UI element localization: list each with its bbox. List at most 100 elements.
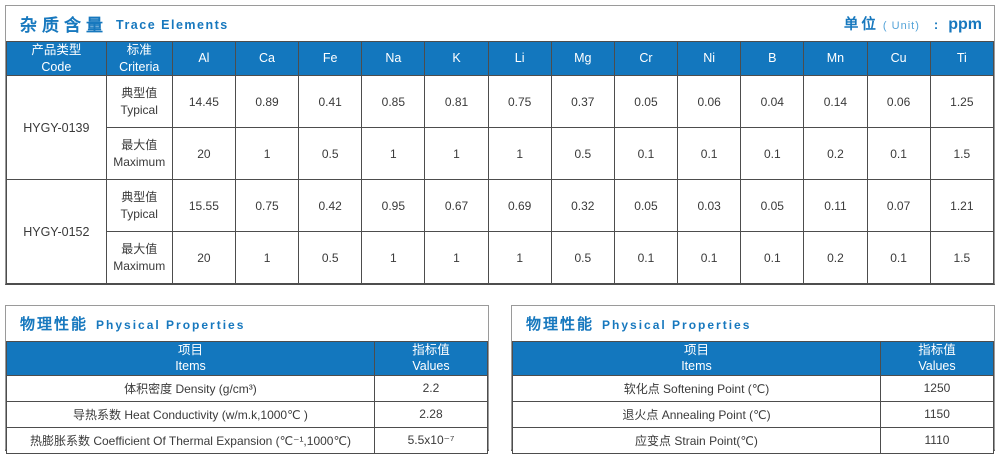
col-header-element: K — [424, 41, 489, 76]
col-header-element: B — [740, 41, 805, 76]
col-header-code-zh: 产品类型 — [31, 43, 82, 58]
value-cell: 1.5 — [929, 127, 995, 180]
value-cell: 0.5 — [298, 231, 363, 284]
col-header-values-zh: 指标值 — [918, 343, 956, 357]
col-header-criteria: 标准 Criteria — [105, 41, 173, 76]
trace-elements-panel: 杂质含量 Trace Elements 单位 ( Unit) : ppm 产品类… — [5, 5, 995, 285]
col-header-element: Fe — [298, 41, 363, 76]
value-cell: 0.05 — [740, 179, 805, 232]
trace-elements-titlebar: 杂质含量 Trace Elements 单位 ( Unit) : ppm — [6, 6, 994, 41]
physical-right-table: 项目 Items 指标值 Values 软化点 Softening Point … — [512, 341, 995, 454]
criteria-max-zh: 最大值 — [121, 241, 158, 256]
col-header-values-zh: 指标值 — [412, 343, 450, 357]
value-cell: 0.81 — [424, 75, 489, 128]
physical-left-title-en: Physical Properties — [96, 317, 246, 332]
physical-right-titlebar: 物理性能 Physical Properties — [512, 306, 994, 341]
property-value: 5.5x10⁻⁷ — [373, 426, 489, 454]
props-header-row: 项目 Items 指标值 Values — [6, 341, 489, 376]
trace-header-row: 产品类型 Code 标准 Criteria Al Ca Fe Na K Li M… — [6, 41, 995, 76]
value-cell: 0.2 — [803, 231, 868, 284]
physical-left-title-zh: 物理性能 — [20, 316, 89, 333]
table-row: 退火点 Annealing Point (℃) 1150 — [512, 400, 995, 428]
col-header-items-zh: 项目 — [683, 343, 709, 357]
col-header-criteria-en: Criteria — [119, 59, 160, 74]
value-cell: 0.41 — [298, 75, 363, 128]
value-cell: 0.07 — [866, 179, 931, 232]
value-cell: 1 — [361, 231, 426, 284]
value-cell: 14.45 — [171, 75, 236, 128]
value-cell: 0.67 — [424, 179, 489, 232]
property-value: 1250 — [879, 374, 995, 402]
value-cell: 0.1 — [866, 231, 931, 284]
col-header-values-en: Values — [412, 359, 450, 374]
value-cell: 0.42 — [298, 179, 363, 232]
value-cell: 0.04 — [740, 75, 805, 128]
value-cell: 0.05 — [613, 179, 679, 232]
value-cell: 0.69 — [487, 179, 552, 232]
value-cell: 0.2 — [803, 127, 868, 180]
criteria-max-en: Maximum — [113, 154, 166, 169]
trace-title-en: Trace Elements — [116, 18, 229, 32]
value-cell: 0.14 — [803, 75, 868, 128]
value-cell: 0.85 — [361, 75, 426, 128]
value-cell: 1 — [487, 127, 552, 180]
physical-left-table: 项目 Items 指标值 Values 体积密度 Density (g/cm³)… — [6, 341, 489, 454]
value-cell: 0.75 — [487, 75, 552, 128]
table-row: 热膨胀系数 Coefficient Of Thermal Expansion (… — [6, 426, 489, 454]
value-cell: 0.1 — [613, 127, 679, 180]
col-header-values-en: Values — [918, 359, 956, 374]
physical-right-title-zh: 物理性能 — [526, 316, 595, 333]
physical-properties-panel-left: 物理性能 Physical Properties 项目 Items 指标值 Va… — [5, 305, 489, 454]
table-row: 最大值 Maximum 20 1 0.5 1 1 1 0.5 0.1 0.1 0… — [7, 127, 995, 180]
col-header-element: Mn — [803, 41, 868, 76]
value-cell: 0.06 — [866, 75, 931, 128]
value-cell: 1 — [234, 127, 300, 180]
table-row: 导热系数 Heat Conductivity (w/m.k,1000℃ ) 2.… — [6, 400, 489, 428]
value-cell: 1 — [361, 127, 426, 180]
value-cell: 0.1 — [866, 127, 931, 180]
value-cell: 1 — [424, 231, 489, 284]
col-header-element: Al — [171, 41, 236, 76]
unit-label-en: ( Unit) — [882, 20, 920, 32]
col-header-element: Cr — [613, 41, 679, 76]
product-code: HYGY-0152 — [6, 179, 107, 284]
value-cell: 15.55 — [171, 179, 236, 232]
criteria-max-zh: 最大值 — [121, 137, 158, 152]
value-cell: 1 — [234, 231, 300, 284]
value-cell: 0.32 — [550, 179, 615, 232]
table-row: 应变点 Strain Point(℃) 1110 — [512, 426, 995, 454]
props-header-row: 项目 Items 指标值 Values — [512, 341, 995, 376]
table-row: 软化点 Softening Point (℃) 1250 — [512, 374, 995, 402]
property-item: 软化点 Softening Point (℃) — [512, 374, 881, 402]
trace-elements-table: 产品类型 Code 标准 Criteria Al Ca Fe Na K Li M… — [6, 41, 995, 284]
criteria-typical-zh: 典型值 — [121, 85, 158, 100]
physical-properties-panel-right: 物理性能 Physical Properties 项目 Items 指标值 Va… — [511, 305, 995, 454]
property-item: 热膨胀系数 Coefficient Of Thermal Expansion (… — [6, 426, 375, 454]
value-cell: 0.05 — [613, 75, 679, 128]
value-cell: 0.1 — [677, 231, 742, 284]
criteria-label-typical: 典型值 Typical — [105, 179, 173, 232]
value-cell: 0.03 — [677, 179, 742, 232]
value-cell: 0.06 — [677, 75, 742, 128]
col-header-element: Mg — [550, 41, 615, 76]
product-code: HYGY-0139 — [6, 75, 107, 180]
col-header-element: Ca — [234, 41, 300, 76]
value-cell: 20 — [171, 127, 236, 180]
col-header-element: Li — [487, 41, 552, 76]
criteria-label-maximum: 最大值 Maximum — [105, 231, 173, 284]
value-cell: 0.1 — [740, 127, 805, 180]
value-cell: 1 — [424, 127, 489, 180]
property-item: 体积密度 Density (g/cm³) — [6, 374, 375, 402]
value-cell: 0.1 — [677, 127, 742, 180]
value-cell: 0.1 — [740, 231, 805, 284]
physical-right-title-en: Physical Properties — [602, 317, 752, 332]
col-header-values: 指标值 Values — [879, 341, 995, 376]
criteria-label-typical: 典型值 Typical — [105, 75, 173, 128]
table-row: 最大值 Maximum 20 1 0.5 1 1 1 0.5 0.1 0.1 0… — [7, 231, 995, 284]
col-header-code: 产品类型 Code — [6, 41, 107, 76]
value-cell: 0.11 — [803, 179, 868, 232]
property-value: 2.28 — [373, 400, 489, 428]
value-cell: 0.37 — [550, 75, 615, 128]
criteria-typical-en: Typical — [120, 206, 158, 221]
value-cell: 0.5 — [298, 127, 363, 180]
